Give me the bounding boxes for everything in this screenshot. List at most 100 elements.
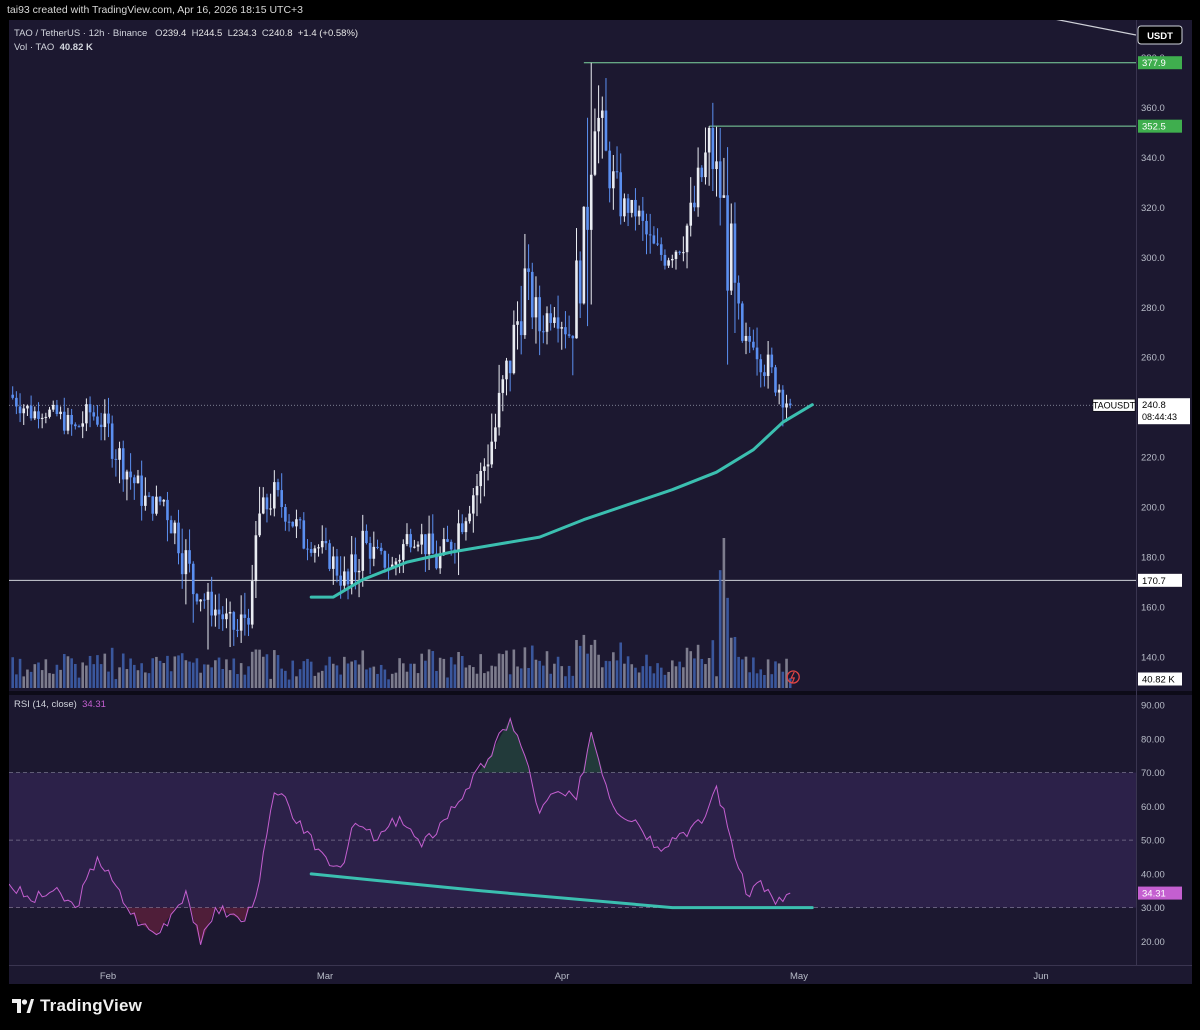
candle-body [460,523,464,533]
candle-body [287,521,291,523]
candle-body [85,404,88,424]
candle-body [501,379,505,393]
volume-bar [781,671,785,688]
volume-bar [600,667,604,688]
volume-bar [626,656,630,688]
volume-bar [512,649,516,688]
volume-bar [287,679,291,688]
candle-body [564,327,567,335]
volume-bar [77,677,81,688]
volume-bar [26,669,29,688]
tradingview-logo[interactable]: TradingView [12,996,142,1016]
candle-body [343,571,346,586]
candle-body [273,482,276,509]
price-tick-label: 320.0 [1141,203,1165,214]
volume-bar [361,650,365,688]
volume-bar [427,649,431,688]
volume-bar [85,665,88,688]
time-axis[interactable]: Feb Mar Apr May Jun [9,965,1192,985]
candle-body [483,466,486,471]
volume-bar [567,665,571,688]
candle-body [48,409,51,417]
candle-body [545,313,549,332]
candle-body [81,423,84,427]
pane-separator[interactable] [9,691,1192,695]
moving-average-line [309,403,814,599]
candle-body [55,404,59,415]
rsi-tick-label: 70.00 [1141,768,1165,779]
candle-body [777,389,781,393]
volume-bar [66,656,70,688]
time-tick-label: Mar [317,971,333,982]
candle-body [398,559,401,562]
last-price-label: 240.8 [1142,400,1166,411]
volume-bar [542,665,545,688]
countdown-label: 08:44:43 [1142,412,1177,422]
volume-bar [648,666,652,688]
candle-body [331,556,335,569]
volume-label: Vol · TAO [14,42,55,53]
volume-bar [468,665,471,688]
volume-bar [88,655,92,688]
volume-bar [556,656,560,688]
volume-bar [51,673,55,688]
volume-bar [151,658,155,688]
volume-bar [81,662,84,688]
volume-bar [508,674,512,688]
volume-bar [394,672,398,688]
volume-bar [62,654,66,688]
volume-bar [652,673,656,688]
price-tick-label: 360.0 [1141,103,1165,114]
volume-bar [210,667,213,688]
top-bar: tai93 created with TradingView.com, Apr … [0,0,1200,20]
price-pane[interactable]: TAOUSDT TAO / TetherUS · 12h · Binance O… [9,20,1136,692]
volume-bar [206,664,210,688]
candle-body [291,521,295,527]
volume-bar [398,658,401,688]
candle-body [298,519,302,521]
price-axis-scale[interactable]: USDT140.0160.0180.0200.0220.0240.0260.02… [1137,20,1193,965]
candle-body [155,496,158,514]
rsi-tick-label: 30.00 [1141,903,1165,914]
volume-bar [191,662,195,688]
symbol-tag-box [1092,398,1136,412]
rsi-pane[interactable]: RSI (14, close) 34.31 [9,695,1136,965]
currency-label: USDT [1147,31,1173,42]
volume-bar [110,647,114,688]
volume-bar [236,674,239,688]
rsi-chart[interactable] [9,695,1136,965]
volume-legend: Vol · TAO 40.82 K [14,42,93,53]
volume-bar [752,657,755,688]
candle-body [228,612,232,614]
rsi-oversold-fill [9,907,791,945]
candle-body [66,414,70,431]
candle-body [173,522,177,534]
candle-body [409,534,412,548]
volume-bar [335,665,339,688]
candle-body [317,547,320,549]
candle-body [637,210,641,217]
volume-bar [188,661,191,688]
candle-body [217,609,221,615]
candle-body [180,553,184,575]
volume-bar [711,640,715,688]
volume-bar [413,663,416,688]
volume-bar [593,639,597,688]
volume-bar [582,634,586,688]
volume-bar [431,651,435,688]
volume-bar [479,654,482,688]
candle-body [626,198,630,213]
volume-bar [368,667,372,688]
volume-bar [442,658,446,688]
time-axis-scale[interactable]: Feb Mar Apr May Jun [9,966,1192,985]
candle-body [748,335,751,342]
candle-body [250,581,254,625]
high-label: H [191,28,199,39]
candle-body [542,331,545,333]
candle-body [236,629,239,631]
price-chart[interactable]: TAOUSDT [9,20,1136,692]
support-level-tag-box [1138,573,1182,587]
chart-frame[interactable]: TAOUSDT TAO / TetherUS · 12h · Binance O… [9,20,1192,984]
candle-body [442,539,446,554]
price-axis[interactable]: USDT140.0160.0180.0200.0220.0240.0260.02… [1136,20,1193,965]
